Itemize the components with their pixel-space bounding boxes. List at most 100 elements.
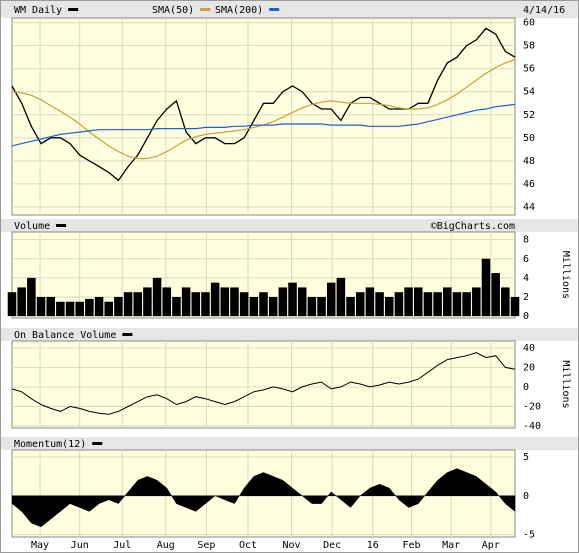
panel-title: Momentum(12) (14, 439, 86, 450)
plot-area (11, 17, 516, 216)
x-tick-label: Aug (157, 540, 175, 551)
x-tick-label: Jun (71, 540, 89, 551)
title-marker (56, 224, 67, 227)
volume-bar (65, 301, 75, 317)
volume-bar (172, 296, 181, 317)
y-tick-label: 2 (523, 292, 529, 303)
volume-bar (346, 296, 355, 317)
legend-swatch (68, 8, 79, 11)
legend-swatch (269, 8, 280, 11)
y-tick-label: 0 (523, 311, 529, 322)
volume-bar (191, 292, 201, 317)
y-tick-label: 56 (523, 64, 535, 75)
volume-bar (384, 296, 394, 317)
volume-bar (404, 287, 413, 317)
x-tick-label: Dec (323, 540, 341, 551)
volume-bar (201, 292, 210, 317)
volume-bar (510, 296, 520, 317)
y-tick-label: 52 (523, 110, 535, 121)
y-tick-label: 40 (523, 343, 535, 354)
y-tick-label: -5 (523, 530, 535, 541)
volume-bar (114, 296, 123, 317)
y-axis-label: Millions (560, 360, 571, 408)
y-tick-label: 44 (523, 202, 535, 213)
volume-bar (462, 292, 471, 317)
y-tick-label: 46 (523, 179, 535, 190)
momentum-area (11, 468, 516, 528)
y-tick-label: 54 (523, 87, 535, 98)
y-tick-label: 48 (523, 156, 535, 167)
y-tick-label: 8 (523, 235, 529, 246)
x-tick-label: 16 (367, 540, 379, 551)
y-tick-label: 6 (523, 254, 529, 265)
volume-bar (481, 258, 491, 317)
volume-bar (36, 296, 46, 317)
volume-bar (375, 292, 384, 317)
volume-bar (288, 282, 297, 317)
volume-bar (17, 287, 26, 317)
y-tick-label: 0 (523, 491, 529, 502)
volume-bar (181, 287, 191, 317)
volume-bar (94, 296, 104, 317)
volume-bar (307, 296, 317, 317)
volume-bar (7, 292, 17, 317)
panel-title: On Balance Volume (14, 330, 116, 341)
volume-bar (355, 292, 365, 317)
volume-bar (297, 287, 307, 317)
x-tick-label: Mar (442, 540, 460, 551)
legend-label: WM Daily (14, 5, 62, 16)
volume-bar (123, 292, 133, 317)
volume-bar (433, 292, 442, 317)
volume-bar (152, 277, 162, 317)
volume-bar (423, 292, 433, 317)
volume-bar (75, 301, 84, 317)
obv-line (11, 352, 516, 415)
y-tick-label: -20 (523, 401, 541, 412)
y-tick-label: 5 (523, 452, 529, 463)
volume-bar (365, 287, 375, 317)
y-tick-label: 58 (523, 41, 535, 52)
volume-bar (210, 282, 220, 317)
volume-bar (133, 292, 143, 317)
volume-bar (259, 292, 268, 317)
x-tick-label: Oct (239, 540, 257, 551)
series-line (11, 103, 516, 147)
volume-bar (220, 287, 230, 317)
volume-bar (472, 287, 481, 317)
x-tick-label: Jul (113, 540, 131, 551)
annotation: ©BigCharts.com (431, 221, 515, 232)
volume-bar (56, 301, 65, 317)
series-line (11, 27, 516, 182)
panel-header (1, 1, 578, 18)
volume-bar (394, 292, 404, 317)
volume-bar (162, 287, 172, 317)
x-tick-label: Sep (197, 540, 215, 551)
y-axis-label: Millions (560, 251, 571, 299)
legend-label: SMA(200) (215, 5, 263, 16)
date-label: 4/14/16 (523, 5, 565, 16)
volume-bar (501, 287, 510, 317)
volume-bar (230, 287, 239, 317)
volume-bar (413, 287, 423, 317)
volume-bar (491, 273, 500, 317)
volume-bar (27, 277, 36, 317)
volume-bar (249, 296, 259, 317)
title-marker (92, 442, 103, 445)
x-tick-label: Feb (402, 540, 420, 551)
x-tick-label: Nov (283, 540, 301, 551)
panel-title: Volume (14, 221, 50, 232)
volume-bar (336, 277, 346, 317)
volume-bar (452, 292, 462, 317)
x-tick-label: May (31, 540, 49, 551)
volume-bar (326, 282, 336, 317)
volume-bar (239, 292, 249, 317)
y-tick-label: 0 (523, 382, 529, 393)
title-marker (122, 333, 133, 336)
y-tick-label: -40 (523, 421, 541, 432)
volume-bar (85, 298, 94, 317)
panel-header (1, 437, 578, 450)
volume-bar (46, 296, 55, 317)
volume-bar (268, 296, 278, 317)
legend-swatch (200, 8, 211, 11)
